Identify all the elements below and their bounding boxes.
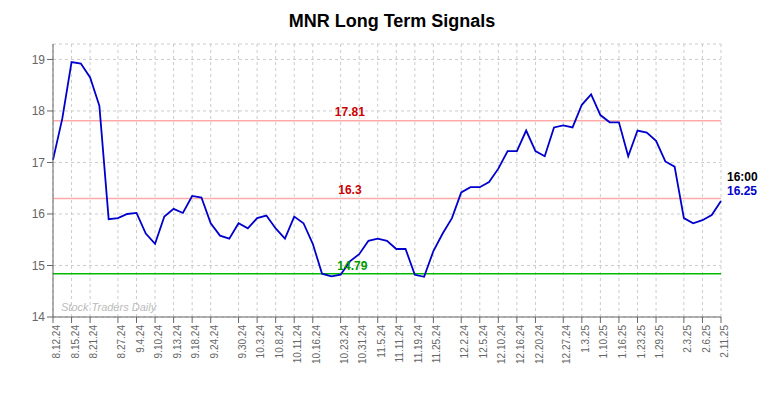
svg-text:10.3.24: 10.3.24 bbox=[255, 325, 266, 359]
svg-text:10.11.24: 10.11.24 bbox=[292, 325, 303, 364]
svg-text:12.2.24: 12.2.24 bbox=[459, 325, 470, 359]
svg-text:17: 17 bbox=[32, 156, 46, 170]
svg-text:16.25: 16.25 bbox=[727, 184, 757, 198]
svg-text:8.27.24: 8.27.24 bbox=[116, 325, 127, 359]
svg-text:8.15.24: 8.15.24 bbox=[70, 325, 81, 359]
svg-text:11.25.24: 11.25.24 bbox=[431, 325, 442, 364]
svg-text:8.21.24: 8.21.24 bbox=[88, 325, 99, 359]
svg-text:11.5.24: 11.5.24 bbox=[376, 325, 387, 358]
svg-text:12.20.24: 12.20.24 bbox=[534, 325, 545, 364]
svg-text:11.19.24: 11.19.24 bbox=[413, 325, 424, 364]
svg-text:10.16.24: 10.16.24 bbox=[311, 325, 322, 364]
svg-text:12.5.24: 12.5.24 bbox=[478, 325, 489, 359]
svg-text:2.6.25: 2.6.25 bbox=[701, 325, 712, 353]
svg-text:2.3.25: 2.3.25 bbox=[682, 325, 693, 353]
svg-text:1.3.25: 1.3.25 bbox=[580, 325, 591, 353]
svg-text:17.81: 17.81 bbox=[335, 105, 365, 119]
svg-text:9.18.24: 9.18.24 bbox=[190, 325, 201, 359]
svg-text:9.13.24: 9.13.24 bbox=[172, 325, 183, 359]
svg-text:1.16.25: 1.16.25 bbox=[617, 325, 628, 359]
svg-text:16:00: 16:00 bbox=[727, 170, 758, 184]
svg-text:Stock Traders Daily: Stock Traders Daily bbox=[61, 301, 158, 313]
svg-text:16.3: 16.3 bbox=[338, 183, 362, 197]
svg-text:12.10.24: 12.10.24 bbox=[496, 325, 507, 364]
svg-text:8.12.24: 8.12.24 bbox=[51, 325, 62, 359]
svg-text:1.10.25: 1.10.25 bbox=[598, 325, 609, 359]
svg-text:18: 18 bbox=[32, 104, 46, 118]
svg-text:10.23.24: 10.23.24 bbox=[339, 325, 350, 364]
svg-text:10.8.24: 10.8.24 bbox=[274, 325, 285, 359]
html-text:MNR Long Term Signals: MNR Long Term Signals bbox=[288, 11, 496, 31]
svg-text:19: 19 bbox=[32, 53, 46, 67]
svg-text:15: 15 bbox=[32, 259, 46, 273]
svg-text:14: 14 bbox=[32, 310, 46, 324]
svg-text:16: 16 bbox=[32, 207, 46, 221]
svg-text:9.24.24: 9.24.24 bbox=[209, 325, 220, 359]
svg-text:9.30.24: 9.30.24 bbox=[237, 325, 248, 359]
svg-text:9.4.24: 9.4.24 bbox=[135, 325, 146, 353]
svg-text:2.11.25: 2.11.25 bbox=[719, 325, 730, 358]
svg-text:12.27.24: 12.27.24 bbox=[561, 325, 572, 364]
svg-text:9.10.24: 9.10.24 bbox=[153, 325, 164, 359]
svg-text:10.31.24: 10.31.24 bbox=[357, 325, 368, 364]
svg-text:12.16.24: 12.16.24 bbox=[515, 325, 526, 364]
svg-text:1.29.25: 1.29.25 bbox=[654, 325, 665, 359]
svg-text:11.11.24: 11.11.24 bbox=[394, 325, 405, 363]
svg-text:14.79: 14.79 bbox=[337, 259, 367, 273]
svg-text:1.23.25: 1.23.25 bbox=[636, 325, 647, 359]
